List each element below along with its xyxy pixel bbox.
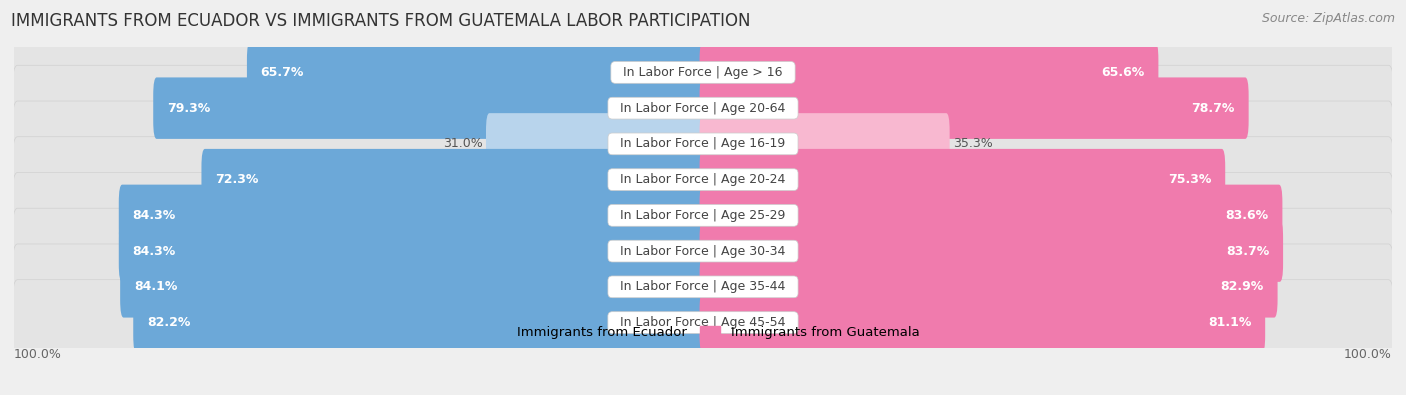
Text: 35.3%: 35.3% [953, 137, 993, 150]
FancyBboxPatch shape [118, 220, 706, 282]
Text: In Labor Force | Age 35-44: In Labor Force | Age 35-44 [612, 280, 794, 293]
Text: In Labor Force | Age > 16: In Labor Force | Age > 16 [616, 66, 790, 79]
Text: 84.3%: 84.3% [132, 209, 176, 222]
FancyBboxPatch shape [13, 101, 1393, 187]
Text: 100.0%: 100.0% [14, 348, 62, 361]
FancyBboxPatch shape [120, 256, 706, 318]
Text: 81.1%: 81.1% [1208, 316, 1251, 329]
Text: 83.7%: 83.7% [1226, 245, 1270, 258]
FancyBboxPatch shape [700, 220, 1284, 282]
Text: 79.3%: 79.3% [167, 102, 211, 115]
FancyBboxPatch shape [13, 173, 1393, 258]
Text: 84.1%: 84.1% [134, 280, 177, 293]
Text: 65.7%: 65.7% [260, 66, 304, 79]
FancyBboxPatch shape [700, 292, 1265, 353]
Text: 83.6%: 83.6% [1226, 209, 1268, 222]
FancyBboxPatch shape [13, 244, 1393, 330]
Text: In Labor Force | Age 20-24: In Labor Force | Age 20-24 [612, 173, 794, 186]
FancyBboxPatch shape [13, 65, 1393, 151]
Text: IMMIGRANTS FROM ECUADOR VS IMMIGRANTS FROM GUATEMALA LABOR PARTICIPATION: IMMIGRANTS FROM ECUADOR VS IMMIGRANTS FR… [11, 12, 751, 30]
FancyBboxPatch shape [700, 77, 1249, 139]
Text: 31.0%: 31.0% [443, 137, 482, 150]
FancyBboxPatch shape [247, 42, 706, 103]
FancyBboxPatch shape [700, 184, 1282, 246]
Text: 82.9%: 82.9% [1220, 280, 1264, 293]
Legend: Immigrants from Ecuador, Immigrants from Guatemala: Immigrants from Ecuador, Immigrants from… [481, 320, 925, 344]
FancyBboxPatch shape [153, 77, 706, 139]
FancyBboxPatch shape [13, 208, 1393, 294]
FancyBboxPatch shape [13, 280, 1393, 365]
FancyBboxPatch shape [486, 113, 706, 175]
Text: 65.6%: 65.6% [1101, 66, 1144, 79]
FancyBboxPatch shape [118, 184, 706, 246]
Text: 72.3%: 72.3% [215, 173, 259, 186]
Text: 82.2%: 82.2% [148, 316, 190, 329]
FancyBboxPatch shape [201, 149, 706, 211]
Text: 75.3%: 75.3% [1168, 173, 1212, 186]
Text: 84.3%: 84.3% [132, 245, 176, 258]
Text: 100.0%: 100.0% [1344, 348, 1392, 361]
FancyBboxPatch shape [700, 149, 1225, 211]
Text: 78.7%: 78.7% [1191, 102, 1234, 115]
Text: In Labor Force | Age 25-29: In Labor Force | Age 25-29 [612, 209, 794, 222]
Text: In Labor Force | Age 30-34: In Labor Force | Age 30-34 [612, 245, 794, 258]
Text: In Labor Force | Age 16-19: In Labor Force | Age 16-19 [613, 137, 793, 150]
FancyBboxPatch shape [13, 30, 1393, 115]
FancyBboxPatch shape [700, 113, 949, 175]
FancyBboxPatch shape [700, 42, 1159, 103]
Text: In Labor Force | Age 45-54: In Labor Force | Age 45-54 [612, 316, 794, 329]
FancyBboxPatch shape [13, 137, 1393, 222]
Text: Source: ZipAtlas.com: Source: ZipAtlas.com [1261, 12, 1395, 25]
FancyBboxPatch shape [700, 256, 1278, 318]
FancyBboxPatch shape [134, 292, 706, 353]
Text: In Labor Force | Age 20-64: In Labor Force | Age 20-64 [612, 102, 794, 115]
